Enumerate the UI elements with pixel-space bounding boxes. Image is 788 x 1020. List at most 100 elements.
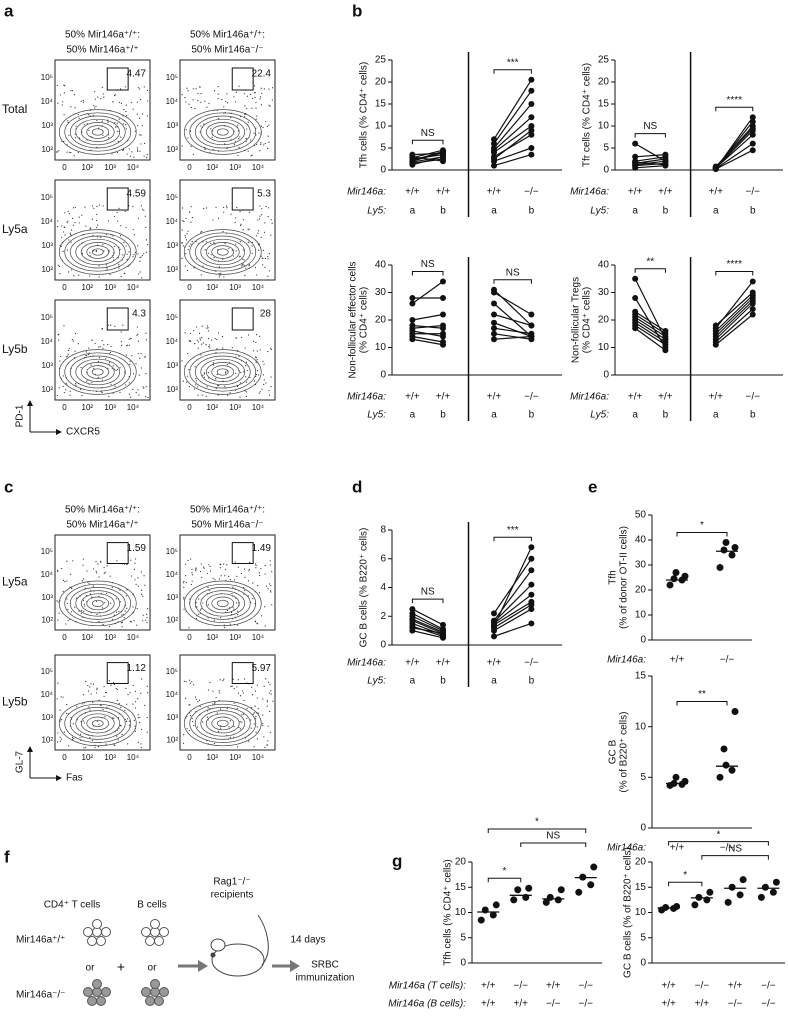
event-dot — [255, 715, 257, 718]
event-dot — [136, 334, 138, 336]
panel-label: f — [4, 847, 10, 866]
event-dot — [98, 576, 100, 578]
event-dot — [249, 93, 251, 95]
event-dot — [59, 273, 61, 275]
point — [670, 575, 678, 583]
event-dot — [238, 256, 240, 258]
x-tick-label: +/+ — [695, 999, 710, 1010]
x-axis-label: CXCR5 — [66, 427, 100, 438]
significance-bracket — [493, 69, 532, 74]
point — [761, 883, 769, 891]
event-dot — [67, 608, 69, 610]
point — [528, 544, 535, 551]
event-dot — [256, 622, 258, 624]
x-tick-label: −/− — [579, 999, 594, 1010]
event-dot — [75, 384, 77, 386]
x-tick-label: 10⁴ — [252, 753, 265, 762]
pair-line — [412, 608, 444, 626]
point — [731, 707, 739, 715]
point — [491, 623, 497, 630]
event-dot — [267, 207, 270, 209]
y-tick-label: 10⁴ — [166, 690, 179, 699]
event-dot — [262, 249, 264, 252]
event-dot — [78, 137, 81, 139]
point — [440, 295, 446, 301]
event-dot — [182, 582, 184, 584]
event-dot — [254, 92, 256, 94]
event-dot — [125, 354, 127, 356]
y-tick-label: 0 — [640, 635, 646, 646]
event-dot — [71, 736, 74, 739]
contour — [216, 368, 229, 376]
event-dot — [103, 686, 105, 688]
event-dot — [189, 714, 192, 717]
event-dot — [128, 338, 130, 340]
event-dot — [134, 725, 136, 727]
event-dot — [191, 574, 194, 576]
point — [739, 876, 747, 884]
x-tick-label: 0 — [187, 753, 192, 762]
point — [632, 308, 639, 315]
point — [528, 145, 535, 151]
event-dot — [146, 613, 148, 616]
event-dot — [147, 692, 149, 694]
event-dot — [107, 121, 109, 123]
recipient-label: recipients — [211, 890, 254, 901]
event-dot — [122, 613, 124, 615]
contour — [91, 719, 104, 727]
event-dot — [220, 272, 222, 274]
pair-line — [412, 612, 444, 630]
event-dot — [80, 612, 82, 614]
event-dot — [191, 718, 193, 720]
event-dot — [98, 723, 100, 726]
event-dot — [260, 236, 262, 238]
event-dot — [245, 391, 248, 393]
event-dot — [120, 102, 123, 104]
point — [662, 161, 669, 168]
event-dot — [272, 700, 274, 702]
event-dot — [66, 598, 68, 600]
gate-value: 4.59 — [127, 189, 147, 200]
event-dot — [188, 245, 190, 247]
x-tick-label: +/+ — [481, 999, 496, 1010]
event-dot — [196, 726, 199, 728]
event-dot — [270, 347, 272, 349]
event-dot — [203, 566, 205, 568]
gate-value: 28 — [260, 309, 272, 320]
event-dot — [64, 85, 66, 87]
event-dot — [181, 242, 183, 244]
event-dot — [137, 87, 139, 89]
event-dot — [125, 110, 127, 113]
pair-line — [412, 618, 444, 633]
event-dot — [62, 375, 64, 377]
y-tick-label: 10⁴ — [41, 97, 54, 106]
event-dot — [253, 85, 256, 87]
event-dot — [199, 86, 201, 88]
significance-label: ** — [698, 689, 706, 700]
point — [409, 333, 416, 340]
event-dot — [223, 678, 225, 680]
event-dot — [137, 577, 139, 579]
event-dot — [204, 148, 206, 150]
event-dot — [140, 571, 142, 573]
event-dot — [98, 699, 100, 701]
event-dot — [56, 741, 59, 743]
event-dot — [209, 151, 211, 153]
event-dot — [62, 385, 64, 388]
point — [409, 610, 416, 617]
event-dot — [139, 357, 141, 359]
event-dot — [183, 580, 185, 583]
contour — [189, 112, 257, 152]
event-dot — [121, 733, 123, 736]
event-dot — [251, 686, 253, 688]
event-dot — [137, 125, 139, 127]
significance-bracket — [493, 279, 532, 284]
event-dot — [114, 122, 116, 124]
panel-label: e — [588, 477, 597, 496]
event-dot — [121, 344, 123, 346]
event-dot — [253, 746, 255, 748]
event-dot — [71, 217, 74, 220]
y-tick-label: 10⁵ — [41, 313, 53, 322]
event-dot — [212, 219, 214, 221]
event-dot — [266, 699, 268, 701]
